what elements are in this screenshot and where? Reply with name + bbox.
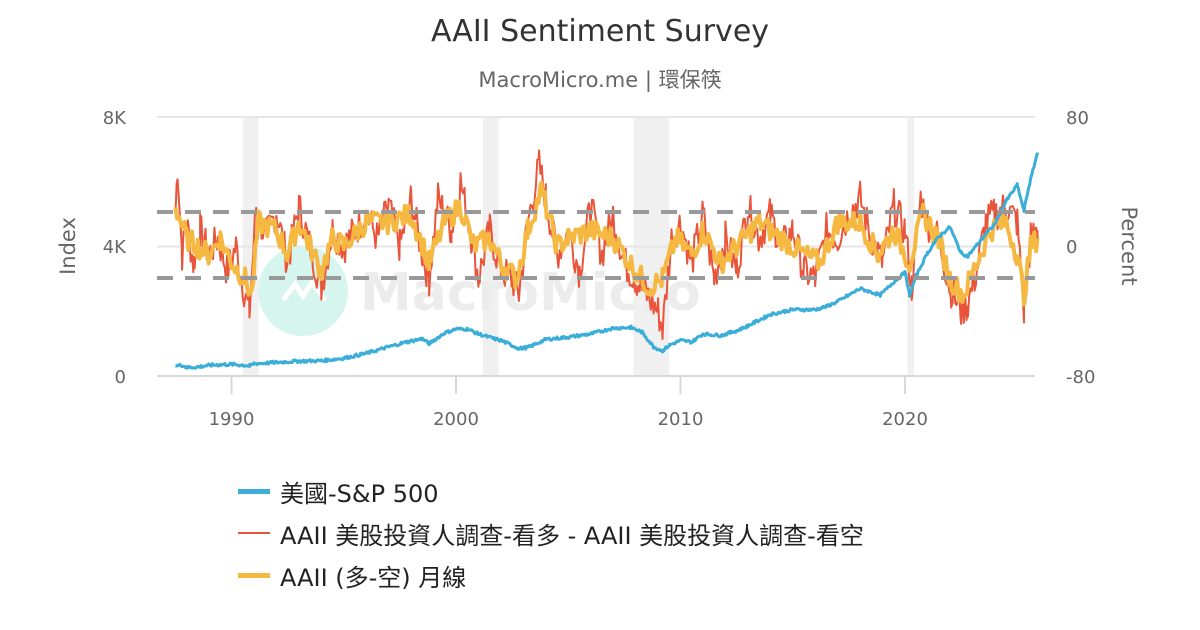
watermark: MacroMicro [258,246,701,336]
y-right-tick: 80 [1066,108,1089,129]
legend-item-sp500[interactable]: 美國-S&P 500 [238,470,864,512]
series-sp500 [175,151,1039,370]
watermark-logo-icon [258,246,348,336]
chart-subtitle: MacroMicro.me | 環保筷 [478,68,722,92]
line-swatch-icon [238,572,270,578]
watermark-text: MacroMicro [360,263,701,323]
legend: 美國-S&P 500 AAII 美股投資人調查-看多 - AAII 美股投資人調… [238,470,864,596]
y-right-tick: -80 [1066,367,1095,388]
legend-label: 美國-S&P 500 [280,479,439,508]
y-left-tick: 8K [103,108,127,129]
legend-item-bull-bear-spread[interactable]: AAII 美股投資人調查-看多 - AAII 美股投資人調查-看空 [238,512,864,554]
x-tick: 2020 [882,409,928,430]
legend-label: AAII (多-空) 月線 [280,563,467,592]
x-tick: 1990 [209,409,255,430]
legend-item-monthly[interactable]: AAII (多-空) 月線 [238,554,864,596]
y-right-title: Percent [1117,206,1141,285]
line-swatch-icon [238,532,270,534]
series [173,149,1040,370]
y-left-tick: 0 [115,367,126,388]
y-left-title: Index [56,217,80,275]
right-axis: 80 0 -80 Percent [1066,108,1141,388]
chart-title: AAII Sentiment Survey [430,14,770,49]
x-axis: 1990 2000 2010 2020 [209,377,928,430]
reference-lines [157,210,1035,280]
x-tick: 2000 [433,409,479,430]
line-swatch-icon [238,488,270,494]
x-tick: 2010 [658,409,704,430]
chart-plot: 1990 2000 2010 2020 MacroMicro 8K 4K 0 Inde… [56,108,1141,430]
y-right-tick: 0 [1066,237,1077,258]
legend-label: AAII 美股投資人調查-看多 - AAII 美股投資人調查-看空 [280,521,864,550]
series-monthly [173,180,1040,307]
y-left-tick: 4K [103,237,127,258]
left-axis: 8K 4K 0 Index [56,108,127,388]
